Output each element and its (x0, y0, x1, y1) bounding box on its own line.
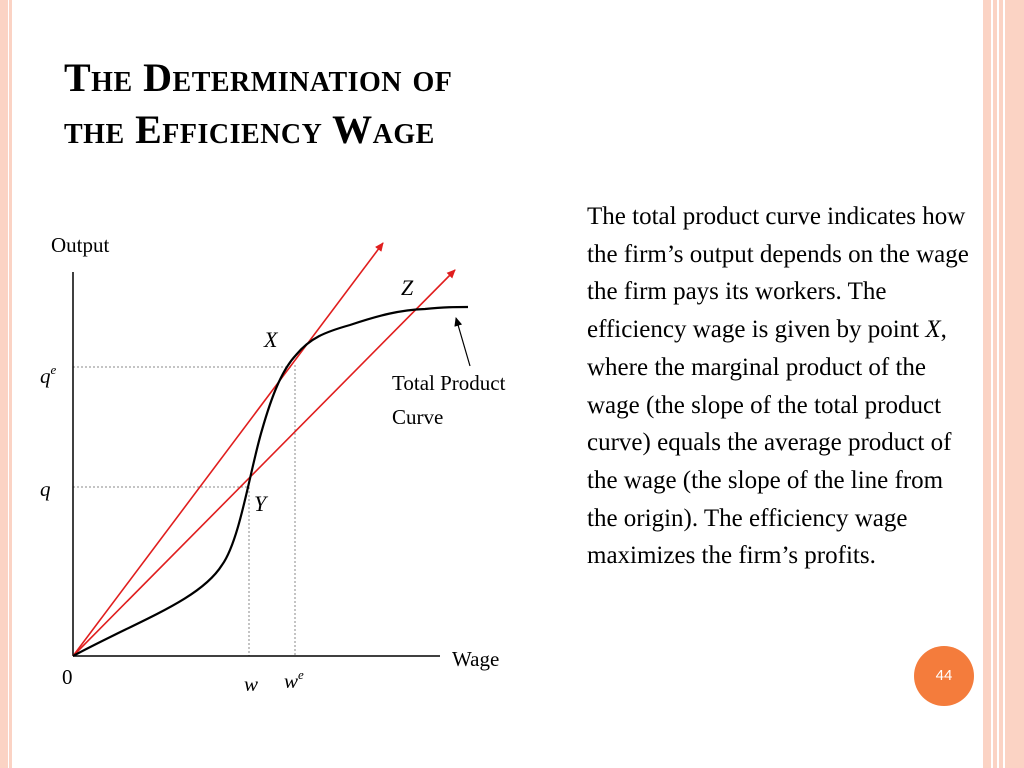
tick-label-w: w (244, 672, 258, 696)
efficiency-wage-diagram: Output Wage 0 qe q w we X Y Z Total Prod… (40, 233, 511, 696)
decorative-stripe-right-4 (1005, 0, 1024, 768)
page-number-badge: 44 (914, 646, 974, 706)
tick-label-qe: qe (40, 362, 57, 388)
curve-label-line-2: Curve (392, 405, 443, 429)
decorative-stripe-right-3 (999, 0, 1003, 768)
decorative-stripe-right-1 (983, 0, 991, 768)
tick-label-q: q (40, 477, 51, 501)
decorative-stripe-left (0, 0, 8, 768)
curve-pointer-arrow (454, 317, 471, 367)
description-text: The total product curve indicates how th… (587, 198, 969, 575)
point-z-label: Z (401, 275, 414, 300)
ray-through-y-z (72, 269, 456, 657)
decorative-stripe-right-2 (993, 0, 997, 768)
point-y-label: Y (254, 491, 269, 516)
total-product-curve (72, 305, 469, 657)
curve-label-line-1: Total Product (392, 371, 506, 395)
y-axis-label: Output (51, 233, 110, 257)
point-x-label: X (263, 327, 279, 352)
origin-label: 0 (62, 665, 73, 689)
curve-label: Total Product Curve (392, 371, 511, 429)
description-part-2: , where the marginal product of the wage… (587, 316, 952, 570)
tangent-ray-through-x (72, 242, 384, 657)
description-part-1: The total product curve indicates how th… (587, 203, 969, 344)
slide-title-line-2: the Efficiency Wage (64, 107, 435, 152)
slide-title: The Determination of the Efficiency Wage (64, 52, 452, 156)
tick-label-we: we (284, 667, 304, 693)
slide-title-line-1: The Determination of (64, 55, 453, 100)
decorative-stripe-left-thin (9, 0, 12, 768)
x-axis-label: Wage (452, 647, 499, 671)
description-point: X (925, 316, 941, 344)
